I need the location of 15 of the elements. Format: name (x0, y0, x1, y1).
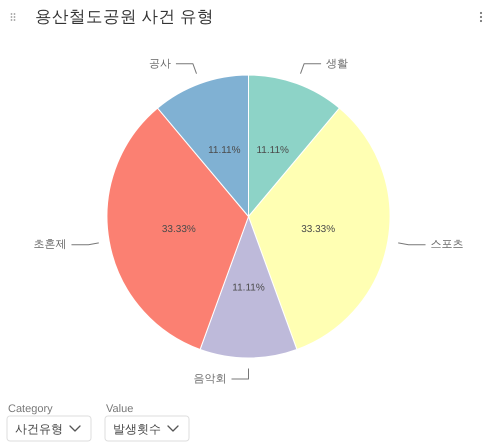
slice-label: 스포츠 (430, 238, 464, 251)
slice-label: 생활 (326, 58, 348, 70)
data-label: 33.33% (301, 223, 336, 234)
chart-title: 용산철도공원 사건 유형 (35, 8, 214, 26)
data-label: 33.33% (162, 223, 196, 234)
text: 사건유형 (15, 422, 63, 436)
slice-label: 음악회 (194, 373, 226, 385)
slice-label: 공사 (148, 58, 171, 70)
text: Category (8, 403, 54, 415)
text: 발생횟수 (113, 422, 161, 436)
data-label: 11.11% (208, 144, 241, 156)
slice-label: 초혼제 (33, 238, 66, 251)
data-label: 11.11% (232, 282, 265, 293)
data-label: 11.11% (256, 144, 290, 156)
text: Value (106, 403, 134, 415)
